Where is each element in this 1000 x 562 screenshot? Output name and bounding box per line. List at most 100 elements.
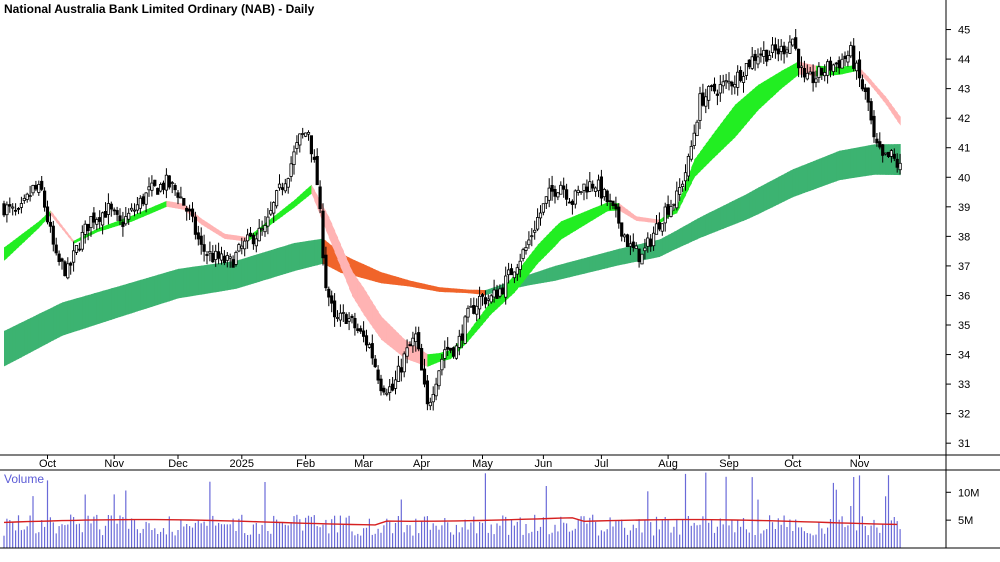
- slow-ma-band-segment: [821, 156, 826, 187]
- fast-ma-band-segment: [766, 77, 771, 102]
- fast-ma-band-segment: [105, 224, 109, 230]
- slow-ma-band-segment: [82, 295, 86, 330]
- slow-ma-band-segment: [737, 197, 742, 223]
- candle-body: [849, 45, 853, 57]
- candle-body: [863, 87, 867, 93]
- fast-ma-band-segment: [729, 108, 733, 143]
- candle-body: [657, 222, 662, 230]
- slow-ma-band-segment: [430, 285, 434, 291]
- slow-ma-band-segment: [111, 287, 115, 320]
- candle-body: [785, 49, 789, 53]
- slow-ma-band-segment: [50, 306, 54, 342]
- candle-body: [19, 203, 24, 208]
- fast-ma-band-segment: [221, 231, 225, 239]
- candle-body: [727, 80, 731, 84]
- slow-ma-band-segment: [807, 162, 811, 192]
- slow-ma-band-segment: [671, 231, 675, 252]
- fast-ma-band-segment: [581, 211, 585, 228]
- slow-ma-band-segment: [163, 272, 167, 303]
- slow-ma-band-segment: [311, 239, 315, 267]
- candle-body: [451, 347, 456, 357]
- candle-body: [211, 252, 215, 263]
- fast-ma-band-segment: [586, 209, 591, 224]
- fast-ma-band-segment: [508, 278, 513, 298]
- candle-body: [553, 188, 557, 197]
- fast-ma-band-segment: [198, 216, 202, 225]
- slow-ma-band-segment: [665, 234, 669, 254]
- candle-body: [808, 71, 812, 75]
- slow-ma-band-segment: [871, 144, 875, 176]
- candle-body: [596, 179, 601, 192]
- price-tick-label: 45: [958, 25, 970, 37]
- fast-ma-band-segment: [215, 228, 220, 236]
- candle-body: [193, 216, 197, 235]
- fast-ma-band-segment: [331, 223, 336, 253]
- slow-ma-band-segment: [656, 239, 660, 258]
- fast-ma-band-segment: [314, 190, 318, 209]
- candle-body: [472, 304, 476, 314]
- slow-ma-band-segment: [256, 253, 260, 283]
- slow-ma-band-segment: [183, 267, 188, 298]
- month-label: Aug: [658, 458, 678, 470]
- slow-ma-band-segment: [760, 184, 765, 213]
- candle-body: [860, 79, 865, 90]
- candle-body: [524, 246, 528, 251]
- slow-ma-band-segment: [459, 288, 463, 293]
- candle-body: [483, 297, 488, 305]
- slow-ma-band-segment: [91, 293, 95, 327]
- candle-body: [550, 184, 554, 192]
- slow-ma-band-segment: [778, 175, 782, 205]
- fast-ma-band-segment: [360, 283, 365, 315]
- candle-body: [361, 330, 366, 337]
- slow-ma-band-segment: [682, 225, 687, 246]
- slow-ma-band-segment: [798, 165, 803, 195]
- candle-body: [2, 203, 6, 216]
- fast-ma-band-segment: [375, 306, 379, 336]
- slow-ma-band-segment: [201, 265, 205, 295]
- candle-body: [208, 250, 212, 254]
- slow-ma-band-segment: [789, 169, 794, 199]
- candle-body: [509, 268, 514, 276]
- fast-ma-band-segment: [691, 159, 695, 184]
- slow-ma-band-segment: [366, 265, 370, 281]
- slow-ma-band-segment: [299, 241, 304, 270]
- candle-body: [765, 49, 769, 62]
- candle-body: [565, 189, 569, 200]
- fast-ma-band-segment: [740, 97, 745, 131]
- fast-ma-band-segment: [676, 198, 681, 214]
- fast-ma-band-segment: [325, 211, 330, 238]
- candle-body: [11, 206, 15, 209]
- slow-ma-band-segment: [207, 264, 211, 294]
- slow-ma-band-segment: [679, 226, 684, 248]
- candle-body: [707, 86, 711, 101]
- candle-body: [57, 253, 61, 262]
- fast-ma-band-segment: [598, 204, 602, 217]
- slow-ma-band-segment: [833, 151, 837, 183]
- fast-ma-band-segment: [876, 87, 881, 97]
- fast-ma-band-segment: [578, 213, 582, 229]
- fast-ma-band-segment: [549, 229, 553, 252]
- candle-body: [60, 258, 64, 262]
- fast-ma-band-segment: [212, 226, 217, 234]
- slow-ma-band-segment: [845, 149, 849, 180]
- slow-ma-band-segment: [531, 272, 536, 285]
- fast-ma-band-segment: [76, 237, 80, 243]
- candle-body: [443, 349, 447, 359]
- slow-ma-band-segment: [375, 269, 379, 283]
- candle-body: [173, 184, 177, 191]
- slow-ma-band-segment: [876, 144, 881, 175]
- slow-ma-band-segment: [792, 168, 797, 198]
- candle-body: [170, 182, 174, 185]
- slow-ma-band-segment: [676, 228, 681, 249]
- candle-body: [298, 133, 302, 146]
- price-tick-label: 32: [958, 409, 970, 421]
- fast-ma-band-segment: [705, 139, 710, 166]
- candle-body: [231, 259, 235, 268]
- candle-body: [109, 203, 113, 210]
- volume-ticks: 5M 10M: [946, 487, 979, 527]
- fast-ma-band-segment: [67, 233, 72, 241]
- fast-ma-band-segment: [697, 151, 701, 175]
- fast-ma-band-segment: [868, 76, 872, 87]
- slow-ma-band-segment: [160, 273, 165, 304]
- fast-ma-band-segment: [172, 201, 176, 209]
